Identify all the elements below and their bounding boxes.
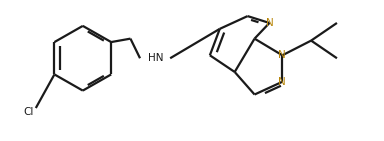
Text: HN: HN [147,53,163,63]
Text: N: N [266,18,273,28]
Text: N: N [278,77,286,87]
Text: Cl: Cl [23,107,33,117]
Text: N: N [278,50,286,60]
